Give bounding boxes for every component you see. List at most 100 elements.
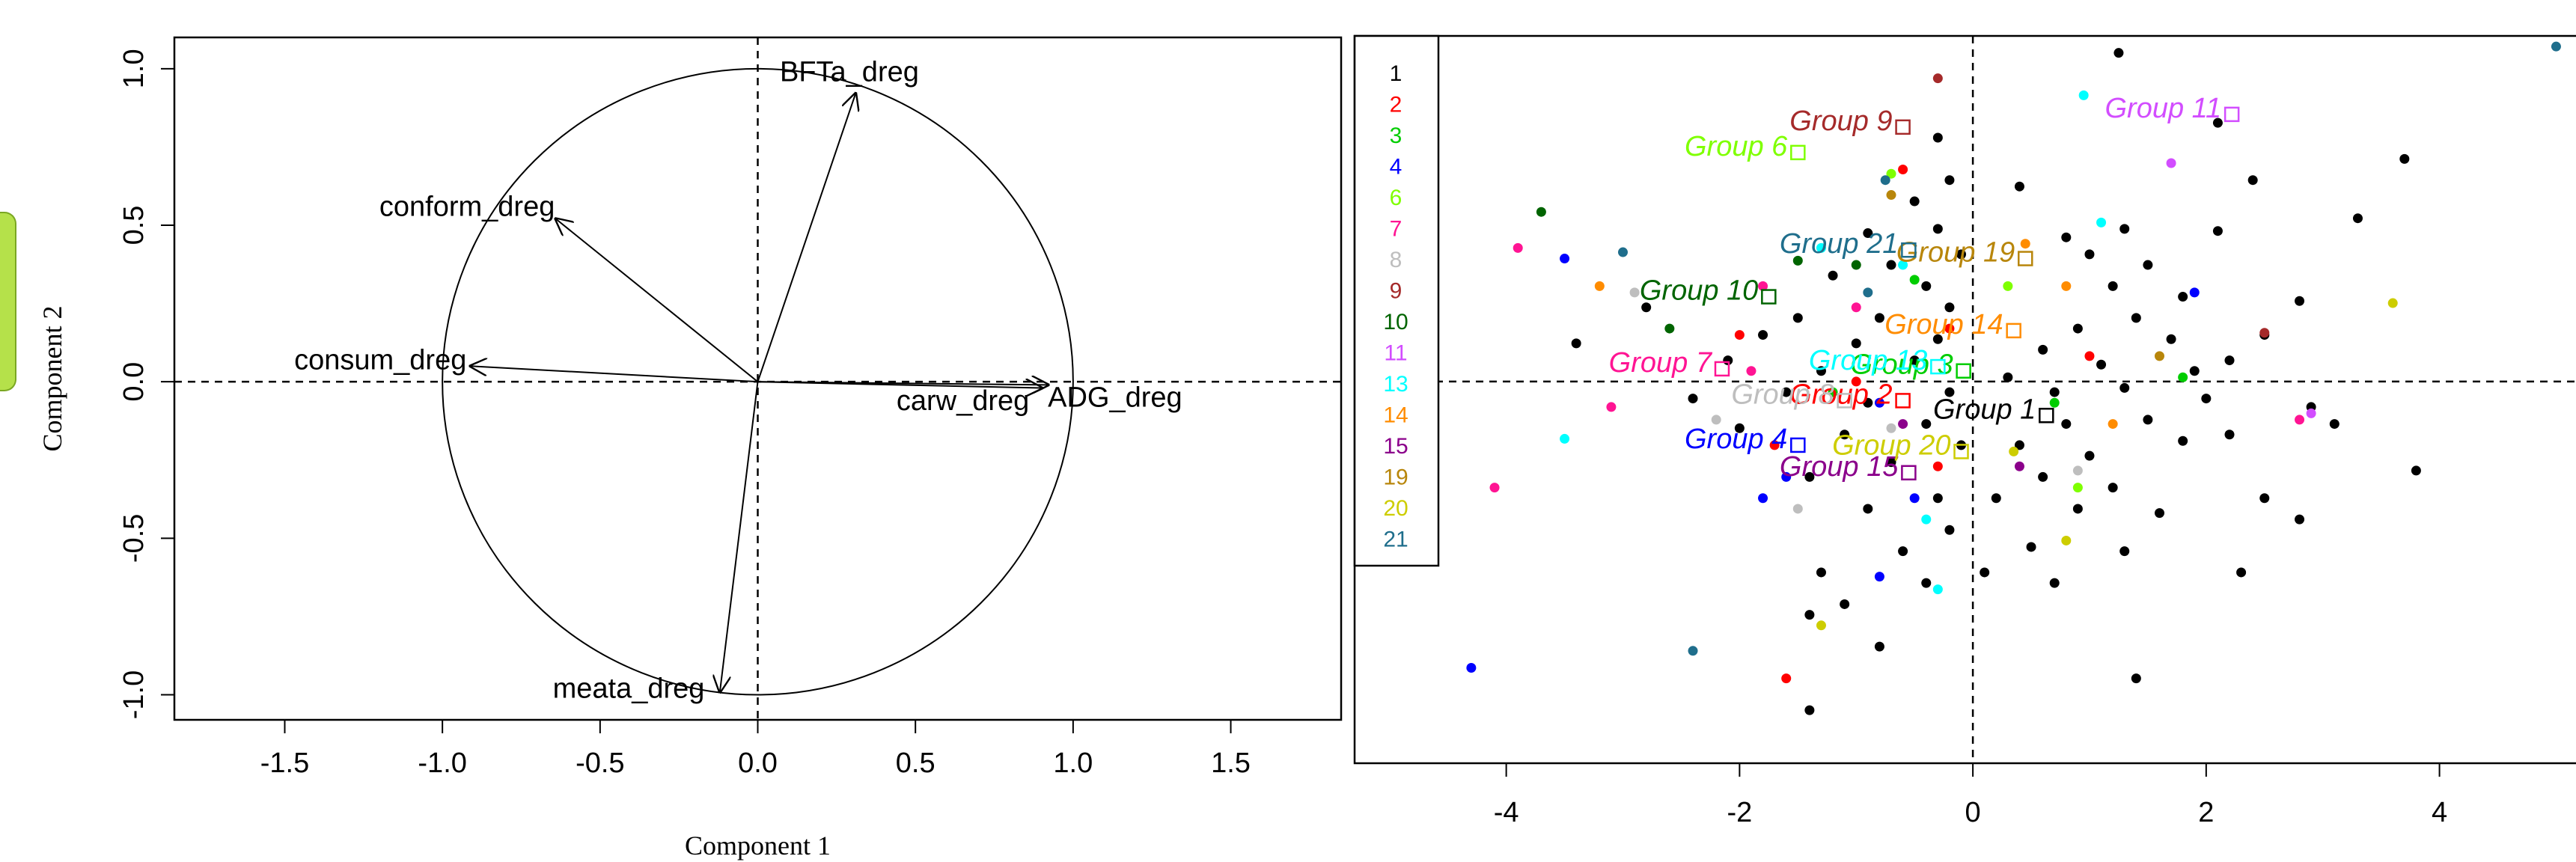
point-group-1 [1980, 567, 1990, 578]
point-group-7 [1606, 402, 1617, 412]
point-group-1 [1816, 567, 1826, 578]
x-tick-label: -4 [1494, 797, 1519, 828]
point-group-1 [2084, 450, 2095, 461]
arrow-label: conform_dreg [379, 191, 555, 222]
point-group-1 [1944, 525, 1955, 535]
centroid-2 [1895, 393, 1911, 409]
legend-entry: 7 [1390, 217, 1403, 242]
centroid-7 [1714, 361, 1730, 377]
y-tick-label: 0.0 [118, 362, 150, 402]
point-group-1 [2212, 117, 2223, 128]
centroid-label: Group 14 [1884, 309, 2003, 340]
legend-entry: 2 [1390, 93, 1403, 117]
point-group-1 [1851, 338, 1861, 349]
centroid-label: Group 9 [1789, 106, 1892, 137]
point-group-1 [1781, 387, 1792, 397]
point-group-20 [2061, 535, 2072, 545]
point-group-1 [1932, 224, 1943, 234]
point-group-1 [1956, 249, 1967, 260]
point-group-4 [1874, 572, 1884, 582]
point-group-1 [2352, 213, 2363, 224]
centroid-20 [1953, 444, 1969, 459]
point-group-1 [1932, 132, 1943, 143]
point-group-1 [2026, 542, 2036, 552]
point-group-1 [1909, 355, 1920, 366]
point-group-4 [1758, 493, 1768, 504]
point-group-1 [1804, 471, 1815, 482]
centroid-label: Group 20 [1832, 430, 1950, 461]
point-group-8 [1629, 287, 1640, 298]
y-tick-label: 0.5 [118, 206, 150, 245]
legend-entry: 15 [1383, 434, 1408, 459]
point-group-1 [1828, 270, 1838, 281]
centroid-21 [1901, 242, 1917, 258]
point-group-2 [1898, 165, 1908, 175]
point-group-1 [1863, 397, 1873, 408]
point-group-6 [2003, 281, 2013, 291]
point-group-1 [2399, 153, 2410, 164]
point-group-1 [2131, 673, 2141, 684]
point-group-7 [1746, 366, 1756, 376]
point-group-1 [2224, 430, 2235, 440]
centroid-19 [2017, 251, 2033, 266]
centroid-11 [2224, 106, 2240, 123]
point-group-1 [1641, 302, 1652, 313]
point-group-1 [1921, 281, 1932, 291]
point-group-4 [1560, 254, 1570, 264]
point-group-1 [1840, 430, 1850, 440]
point-group-1 [1991, 493, 2001, 504]
point-group-1 [1874, 641, 1884, 652]
point-group-1 [2049, 387, 2060, 397]
legend-entry: 3 [1390, 123, 1403, 148]
point-group-4 [1909, 493, 1920, 504]
x-tick-label: -1.0 [418, 748, 466, 779]
point-group-4 [2189, 287, 2200, 298]
arrow-consum_dreg [471, 366, 758, 383]
point-group-1 [1898, 546, 1908, 557]
point-group-1 [2295, 296, 2305, 306]
point-group-1 [1863, 228, 1873, 239]
point-group-3 [2178, 372, 2188, 382]
point-group-1 [1886, 260, 1896, 270]
x-tick-label: 0.5 [896, 748, 936, 779]
point-group-1 [2178, 292, 2188, 302]
point-group-11 [2306, 408, 2316, 418]
point-group-21 [1617, 247, 1628, 257]
legend-box [1353, 34, 1440, 567]
point-group-1 [2108, 483, 2118, 493]
centroid-14 [2006, 323, 2021, 339]
point-group-1 [2119, 382, 2130, 393]
point-group-13 [1898, 260, 1908, 270]
point-group-10 [1851, 260, 1861, 270]
legend: 1 2 3 4 6 7 8 9 10 11 13 14 15 19 20 21 [1353, 34, 1440, 567]
point-group-1 [2119, 546, 2130, 557]
point-group-1 [2038, 471, 2048, 482]
point-group-19 [2154, 351, 2164, 361]
point-group-13 [2078, 90, 2089, 100]
arrow-label: carw_dreg [897, 385, 1029, 417]
centroid-label: Group 1 [1933, 394, 2036, 425]
point-group-1 [2119, 224, 2130, 234]
y-tick-label: -1.0 [118, 670, 150, 719]
point-group-8 [2072, 465, 2083, 476]
point-group-8 [1711, 415, 1721, 425]
point-group-1 [2411, 465, 2421, 476]
legend-entry: 4 [1390, 155, 1403, 180]
side-tab[interactable] [0, 212, 16, 391]
point-group-1 [2295, 514, 2305, 525]
point-group-7 [2295, 415, 2305, 425]
point-group-1 [2061, 232, 2072, 242]
point-group-1 [1804, 610, 1815, 620]
centroid-label: Group 10 [1640, 275, 1758, 307]
point-group-3 [1909, 275, 1920, 285]
arrow-ADG_dreg [757, 382, 1049, 385]
point-group-21 [1863, 287, 1873, 298]
point-group-2 [1944, 323, 1955, 334]
point-group-1 [1921, 419, 1932, 430]
point-group-10 [1792, 255, 1803, 266]
point-group-15 [1898, 419, 1908, 430]
point-group-1 [1944, 175, 1955, 186]
point-group-9 [1932, 73, 1943, 84]
